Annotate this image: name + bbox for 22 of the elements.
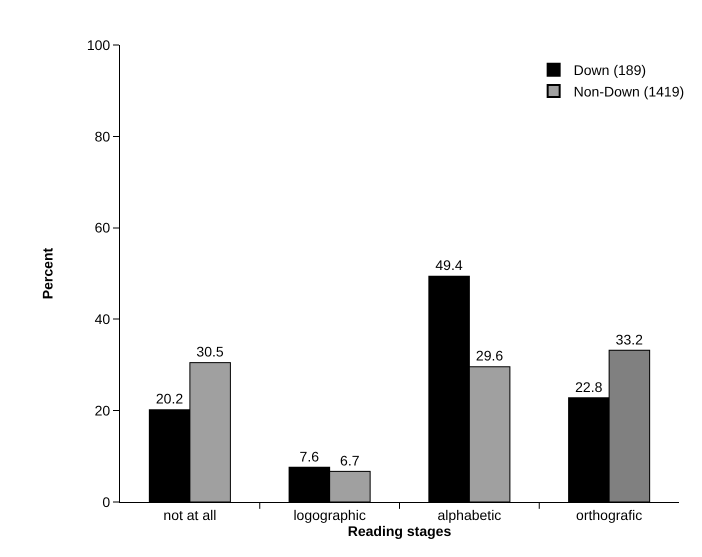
data-label: 7.6 bbox=[300, 448, 320, 464]
data-label: 49.4 bbox=[435, 257, 463, 274]
data-label: 6.7 bbox=[340, 452, 360, 468]
y-tick-label: 60 bbox=[94, 220, 110, 236]
data-label: 29.6 bbox=[476, 348, 504, 364]
legend-label: Down (189) bbox=[574, 62, 646, 78]
x-tick-label: orthografic bbox=[576, 506, 642, 523]
data-label: 33.2 bbox=[616, 331, 644, 348]
x-tick-label: alphabetic bbox=[437, 506, 502, 523]
y-tick-label: 0 bbox=[102, 494, 110, 510]
data-label: 22.8 bbox=[575, 378, 603, 395]
x-tick-label: logographic bbox=[293, 506, 366, 523]
y-axis-title: Percent bbox=[39, 247, 56, 300]
data-label: 30.5 bbox=[196, 344, 224, 360]
y-tick-label: 20 bbox=[94, 402, 110, 418]
y-tick-label: 100 bbox=[86, 36, 110, 53]
x-axis-title: Reading stages bbox=[348, 523, 452, 540]
data-label: 20.2 bbox=[156, 390, 184, 407]
y-tick-label: 40 bbox=[94, 311, 110, 328]
x-tick-label: not at all bbox=[163, 506, 216, 523]
legend-label: Non-Down (1419) bbox=[574, 83, 684, 100]
y-tick-label: 80 bbox=[94, 128, 110, 144]
